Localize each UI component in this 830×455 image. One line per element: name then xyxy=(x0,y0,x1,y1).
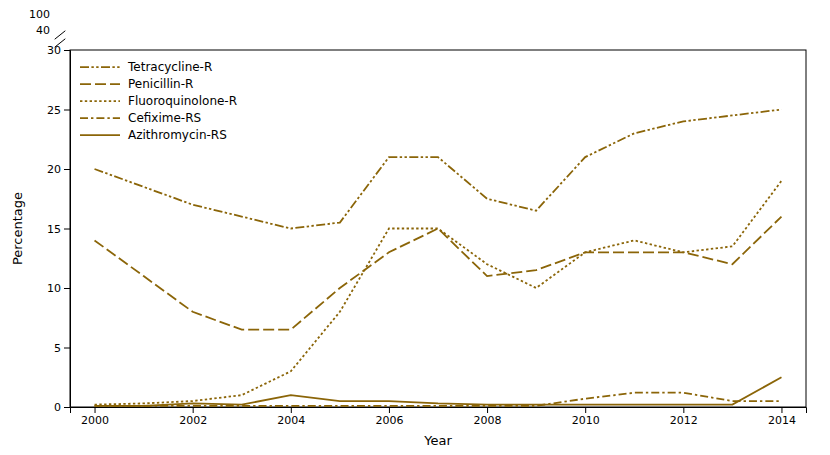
legend-item: Penicillin-R xyxy=(80,77,193,91)
tick-mark xyxy=(193,407,194,413)
tick-label: 5 xyxy=(54,342,61,355)
tick-mark xyxy=(291,407,292,413)
tick-label: 2008 xyxy=(474,414,502,427)
tick-mark xyxy=(683,407,684,413)
legend-swatch xyxy=(80,66,120,68)
legend-label: Azithromycin-RS xyxy=(128,128,227,142)
tick-label: 2014 xyxy=(768,414,796,427)
legend-item: Azithromycin-RS xyxy=(80,128,227,142)
tick: 2004 xyxy=(277,407,305,427)
legend: Tetracycline-R Penicillin-R Fluoroquinolon… xyxy=(80,60,237,142)
tick: 2000 xyxy=(81,407,109,427)
annotation: 100 xyxy=(29,8,50,21)
axis-break: 10040 xyxy=(29,8,65,47)
tick-mark xyxy=(95,407,96,413)
tick-mark xyxy=(585,407,586,413)
series-line xyxy=(95,377,782,406)
tick: 10 xyxy=(47,282,70,295)
tick: 25 xyxy=(47,104,70,117)
axis-domain xyxy=(71,408,807,414)
tick-label: 2012 xyxy=(670,414,698,427)
tick: 2012 xyxy=(670,407,698,427)
legend-item: Tetracycline-R xyxy=(80,60,212,74)
tick: 2002 xyxy=(179,407,207,427)
tick-label: 2006 xyxy=(375,414,403,427)
legend-label: Tetracycline-R xyxy=(127,60,212,74)
tick-mark xyxy=(64,229,70,230)
tick: 2010 xyxy=(572,407,600,427)
legend-swatch xyxy=(80,134,120,136)
tick-mark xyxy=(389,407,390,413)
tick: 2006 xyxy=(375,407,403,427)
chart: 2000 2002 2004 2006 2008 2010 2012 2014 0 5 10 15 20… xyxy=(0,0,830,455)
lines xyxy=(95,110,782,406)
x-axis-title: Year xyxy=(423,433,452,448)
tick-mark xyxy=(64,169,70,170)
legend-swatch xyxy=(80,83,120,85)
tick: 15 xyxy=(47,223,70,236)
tick: 2014 xyxy=(768,407,796,427)
tick-mark xyxy=(64,110,70,111)
tick-label: 10 xyxy=(47,282,61,295)
tick-label: 0 xyxy=(54,401,61,414)
tick-label: 25 xyxy=(47,104,61,117)
annotation: 40 xyxy=(36,24,50,37)
tick-label: 2010 xyxy=(572,414,600,427)
tick-label: 2002 xyxy=(179,414,207,427)
tick-mark xyxy=(64,348,70,349)
series-line xyxy=(95,110,782,229)
axis-break-mark xyxy=(55,31,65,39)
tick-mark xyxy=(781,407,782,413)
legend-swatch xyxy=(80,100,120,102)
tick-mark xyxy=(64,50,70,51)
legend-label: Fluoroquinolone-R xyxy=(128,94,237,108)
tick-label: 2000 xyxy=(81,414,109,427)
tick: 30 xyxy=(47,44,70,57)
tick: 20 xyxy=(47,163,70,176)
tick-label: 2004 xyxy=(277,414,305,427)
tick: 5 xyxy=(54,342,70,355)
tick-label: 20 xyxy=(47,163,61,176)
tick-label: 15 xyxy=(47,223,61,236)
tick: 2008 xyxy=(474,407,502,427)
tick-mark xyxy=(64,407,70,408)
y-axis: 0 5 10 15 20 25 30 xyxy=(47,44,71,414)
tick-mark xyxy=(487,407,488,413)
series-line xyxy=(95,181,782,405)
axis-break-mark xyxy=(55,39,65,47)
legend-label: Cefixime-RS xyxy=(128,111,201,125)
legend-item: Fluoroquinolone-R xyxy=(80,94,237,108)
legend-swatch xyxy=(80,117,120,119)
tick-mark xyxy=(64,288,70,289)
legend-label: Penicillin-R xyxy=(128,77,193,91)
legend-item: Cefixime-RS xyxy=(80,111,201,125)
tick-label: 30 xyxy=(47,44,61,57)
y-axis-title: Percentage xyxy=(10,192,25,265)
series-line xyxy=(95,217,782,330)
plot-frame xyxy=(70,50,806,407)
plot: 2000 2002 2004 2006 2008 2010 2012 2014 0 5 10 15 20… xyxy=(10,8,807,448)
x-axis: 2000 2002 2004 2006 2008 2010 2012 2014 xyxy=(71,407,807,427)
tick: 0 xyxy=(54,401,70,414)
